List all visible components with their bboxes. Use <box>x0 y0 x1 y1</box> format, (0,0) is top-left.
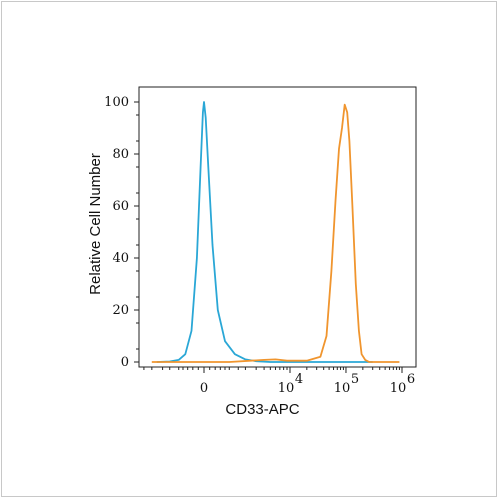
y-tick-label: 20 <box>112 303 129 318</box>
y-tick-label: 60 <box>112 199 129 214</box>
x-tick-exponent: 4 <box>295 372 303 387</box>
y-tick-label: 0 <box>121 355 129 370</box>
x-tick-exponent: 6 <box>407 372 415 387</box>
y-tick-label: 100 <box>104 95 129 110</box>
y-tick-label: 40 <box>112 251 129 266</box>
x-axis-title: CD33-APC <box>225 401 299 418</box>
x-tick-label: 10 <box>278 381 295 396</box>
y-tick-label: 80 <box>112 147 129 162</box>
x-tick-label: 10 <box>334 381 351 396</box>
y-axis-title: Relative Cell Number <box>87 153 104 295</box>
x-tick-label: 0 <box>200 381 208 396</box>
x-tick-exponent: 5 <box>351 372 359 387</box>
plot-frame <box>138 86 417 368</box>
series-line-2 <box>151 103 400 363</box>
series-line-1 <box>156 101 373 363</box>
x-tick-label: 10 <box>390 381 407 396</box>
